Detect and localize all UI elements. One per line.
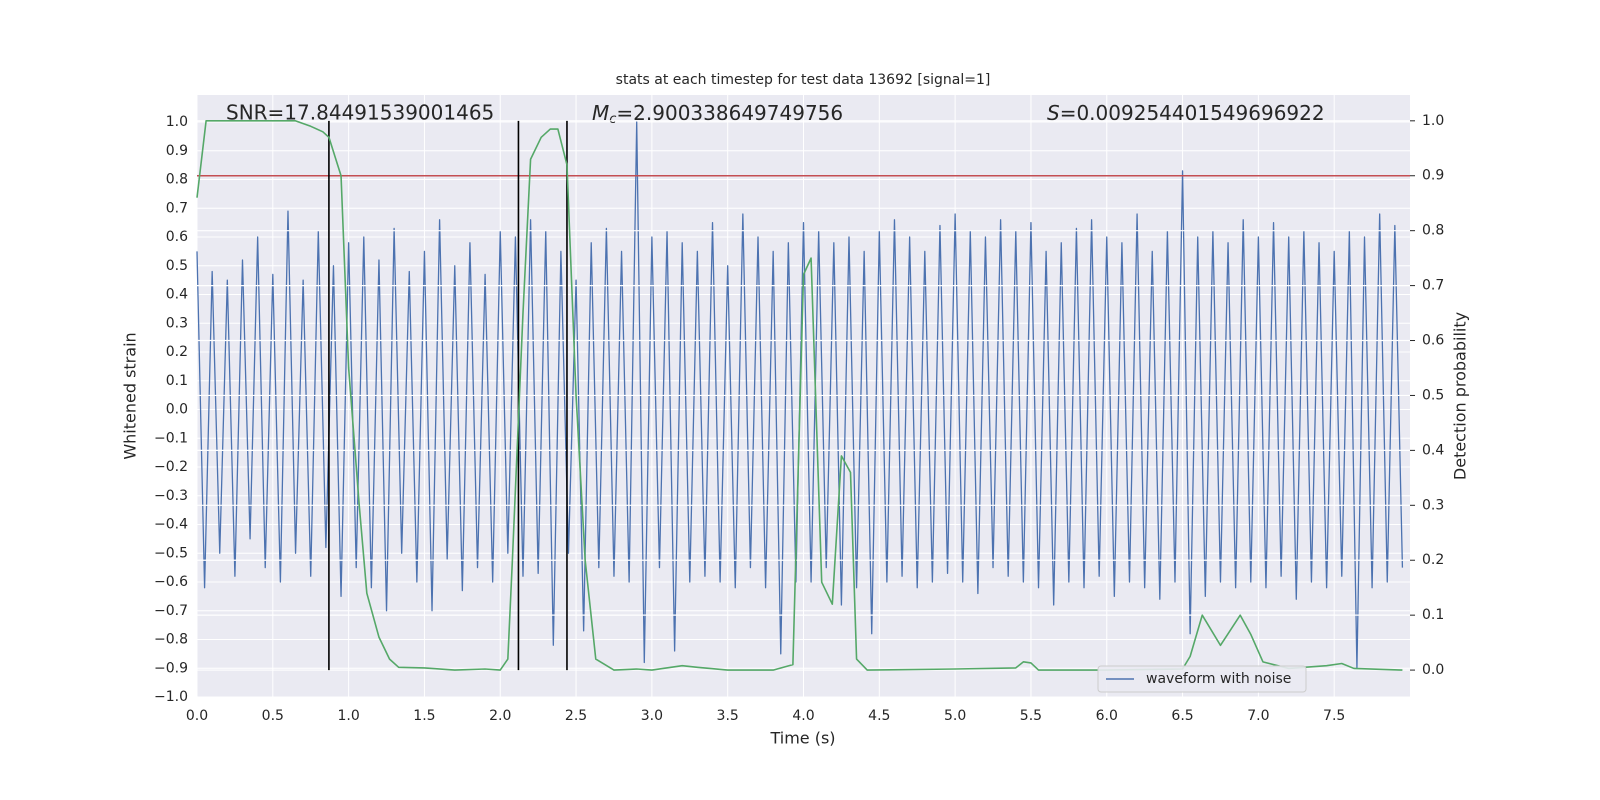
x-tick-label: 0.5: [262, 708, 284, 724]
y-tick-label: 0.8: [166, 172, 188, 188]
y2-tick-label: 1.0: [1422, 113, 1444, 129]
x-tick-label: 7.0: [1247, 708, 1269, 724]
y-tick-label: −1.0: [154, 689, 188, 705]
y-tick-label: 1.0: [166, 114, 188, 130]
x-tick-label: 6.0: [1096, 708, 1118, 724]
x-tick-label: 0.0: [186, 708, 208, 724]
x-tick-label: 5.0: [944, 708, 966, 724]
y-tick-label: 0.7: [166, 200, 188, 216]
x-tick-label: 7.5: [1323, 708, 1345, 724]
y-tick-label: 0.2: [166, 344, 188, 360]
y-tick-label: −0.2: [154, 459, 188, 475]
y-tick-label: 0.6: [166, 229, 188, 245]
y-tick-label: 0.1: [166, 373, 188, 389]
y2-tick-label: 0.9: [1422, 168, 1444, 184]
x-tick-label: 2.0: [489, 708, 511, 724]
y2-tick-label: 0.7: [1422, 278, 1444, 294]
y-tick-label: −0.7: [154, 603, 188, 619]
y-tick-label: 0.3: [166, 315, 188, 331]
x-tick-label: 2.5: [565, 708, 587, 724]
x-tick-label: 6.5: [1171, 708, 1193, 724]
annotation-symbol: M: [592, 101, 609, 125]
x-tick-label: 1.0: [337, 708, 359, 724]
y-tick-label: −0.6: [154, 574, 188, 590]
y-axis-label: Whitened strain: [121, 332, 140, 459]
chart-title: stats at each timestep for test data 136…: [616, 72, 991, 88]
x-tick-label: 4.5: [868, 708, 890, 724]
x-axis-label: Time (s): [769, 729, 835, 748]
x-tick-label: 3.0: [641, 708, 663, 724]
probability-line: [196, 120, 1403, 671]
y2-tick-label: 0.8: [1422, 223, 1444, 239]
y2-tick-label: 0.5: [1422, 387, 1444, 403]
y-tick-label: −0.9: [154, 660, 188, 676]
x-tick-label: 4.0: [792, 708, 814, 724]
y2-axis-label: Detection probability: [1451, 312, 1470, 480]
y2-tick-label: 0.2: [1422, 552, 1444, 568]
x-tick-label: 3.5: [717, 708, 739, 724]
annotation: Mc=2.900338649749756: [592, 101, 843, 127]
y2-tick-label: 0.0: [1422, 662, 1444, 678]
y-tick-label: 0.9: [166, 143, 188, 159]
annotation-subscript: c: [609, 112, 616, 127]
y2-tick-label: 0.3: [1422, 497, 1444, 513]
y-tick-label: 0.5: [166, 258, 188, 274]
legend-label: waveform with noise: [1146, 671, 1291, 687]
legend-box: [1097, 665, 1307, 693]
y2-tick-label: 0.6: [1422, 333, 1444, 349]
y-tick-label: −0.1: [154, 430, 188, 446]
y2-tick-label: 0.4: [1422, 442, 1444, 458]
x-tick-label: 5.5: [1020, 708, 1042, 724]
y-tick-label: −0.3: [154, 488, 188, 504]
y-tick-label: 0.0: [166, 402, 188, 418]
y-tick-label: −0.4: [154, 517, 188, 533]
annotation-symbol: S: [1047, 101, 1060, 125]
y2-tick-label: 0.1: [1422, 607, 1444, 623]
y-tick-label: −0.5: [154, 545, 188, 561]
x-tick-label: 1.5: [413, 708, 435, 724]
y-tick-label: 0.4: [166, 287, 188, 303]
y-tick-label: −0.8: [154, 632, 188, 648]
